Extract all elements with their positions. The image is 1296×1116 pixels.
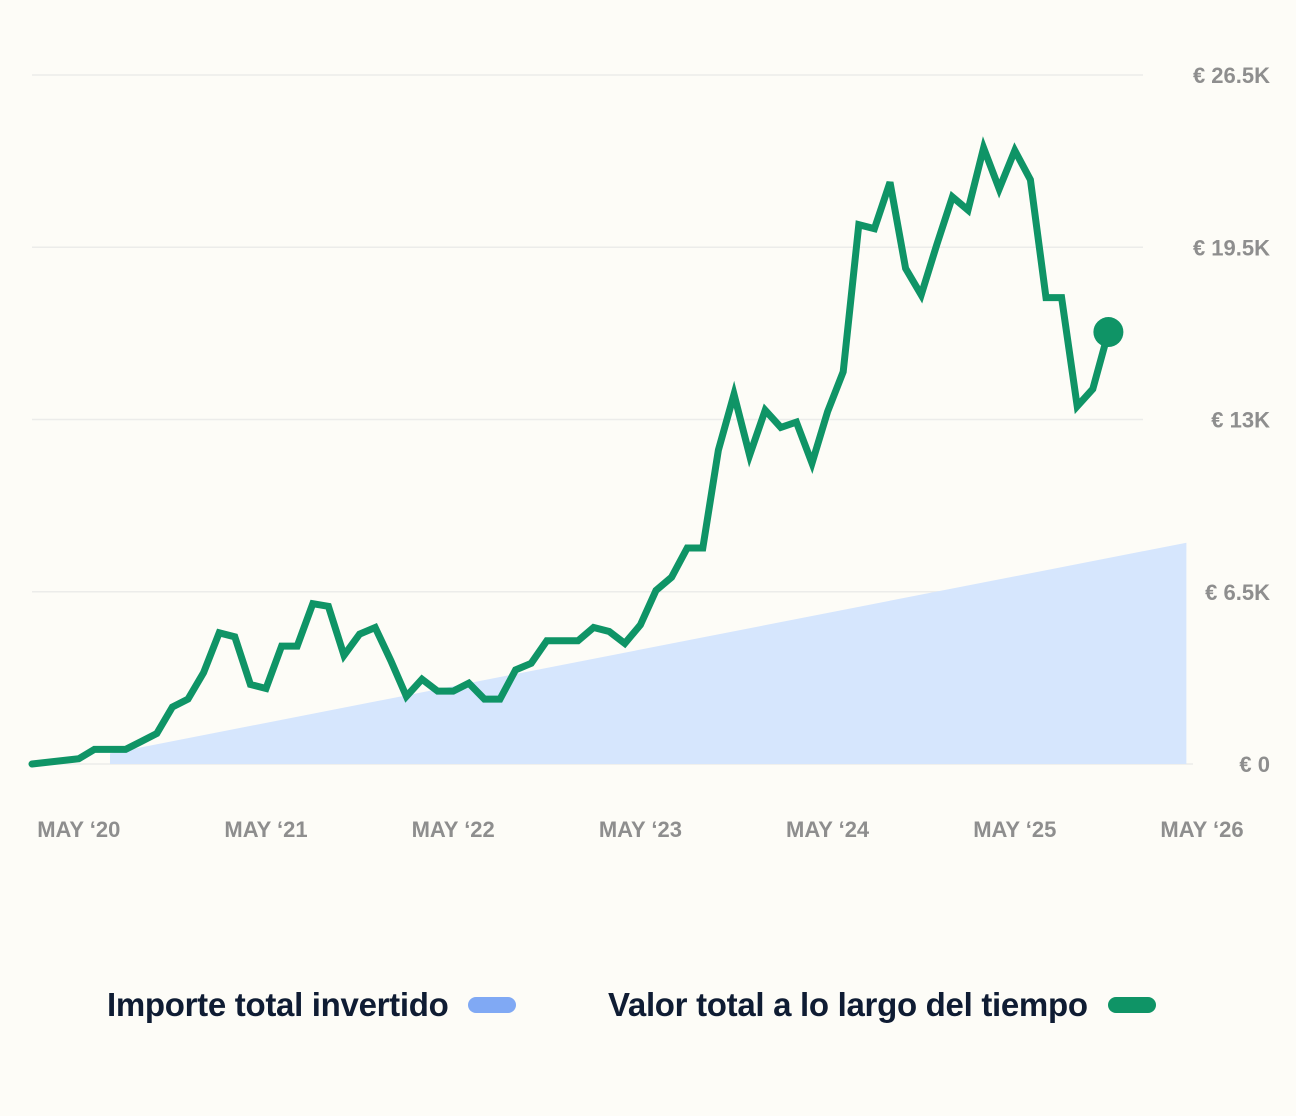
x-tick-label: MAY ‘23 [599,817,682,842]
legend-swatch-invested [468,997,517,1013]
legend-swatch-value [1107,997,1156,1013]
invested-area [110,542,1187,764]
y-tick-label: € 26.5K [1193,63,1270,88]
x-tick-label: MAY ‘24 [786,817,870,842]
y-tick-label: € 6.5K [1205,580,1270,605]
value-line [28,136,1112,768]
x-tick-label: MAY ‘21 [224,817,307,842]
y-tick-label: € 19.5K [1193,235,1270,260]
legend-item-value: Valor total a lo largo del tiempo [608,986,1156,1024]
y-tick-label: € 0 [1239,752,1270,777]
x-tick-label: MAY ‘22 [412,817,495,842]
x-tick-label: MAY ‘20 [37,817,120,842]
value-end-marker [1093,317,1124,348]
legend-label-invested: Importe total invertido [107,986,449,1023]
value-over-time-chart: € 0€ 6.5K€ 13K€ 19.5K€ 26.5K MAY ‘20 MAY … [28,63,1270,842]
x-tick-label: MAY ‘25 [973,817,1056,842]
y-tick-label: € 13K [1211,408,1270,433]
invested-area-layer [110,542,1187,764]
legend-item-invested: Importe total invertido [107,986,517,1024]
y-axis-ticks: € 0 € 6.5K € 13K € 19.5K € 26.5K [1193,63,1270,777]
x-tick-label: MAY ‘26 [1160,817,1243,842]
legend-label-value: Valor total a lo largo del tiempo [608,986,1088,1023]
chart-legend: Importe total invertido Valor total a lo… [0,986,1296,1036]
value-line-layer [28,136,1124,768]
x-axis-ticks: MAY ‘20 MAY ‘21 MAY ‘22 MAY ‘23 MAY ‘24 MAY ‘… [37,817,1243,842]
